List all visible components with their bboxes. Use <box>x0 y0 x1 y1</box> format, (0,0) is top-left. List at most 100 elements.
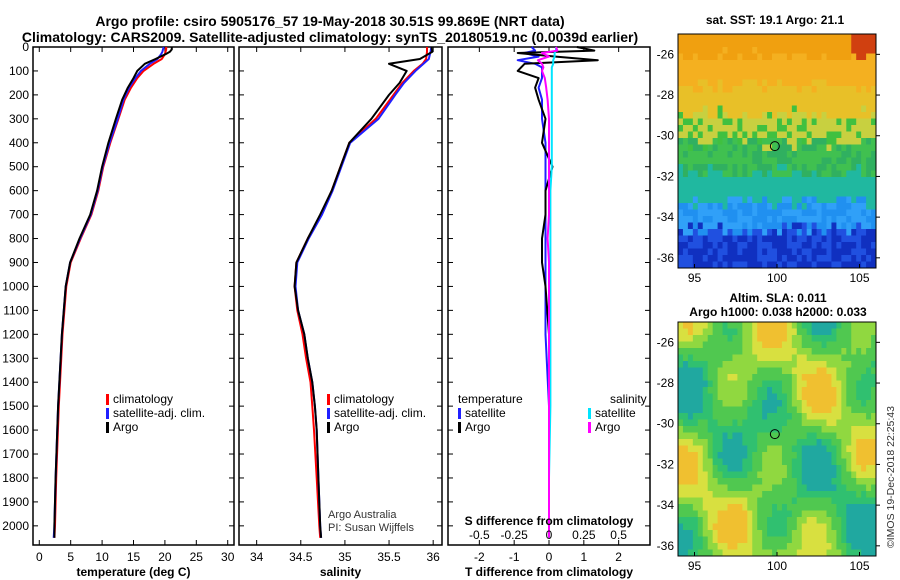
sla-map-cell <box>816 432 822 440</box>
sst-map-cell <box>757 190 763 197</box>
sla-map-cell <box>777 432 783 440</box>
sla-map-cell <box>871 517 877 524</box>
sst-map-cell <box>762 40 768 48</box>
sst-map-cell <box>846 105 852 113</box>
sla-map-cell <box>841 432 847 440</box>
sla-map-cell <box>836 400 842 407</box>
sla-map-cell <box>826 328 832 336</box>
sla-map-cell <box>732 393 738 401</box>
sla-map-cell <box>727 478 733 485</box>
sla-map-cell <box>801 452 808 459</box>
sla-map-cell <box>831 504 837 511</box>
sst-map-cell <box>871 255 877 262</box>
sla-map-cell <box>826 367 832 375</box>
sst-map-cell <box>821 255 827 262</box>
sla-map-cell <box>856 510 862 518</box>
sla-map-cell <box>866 523 872 531</box>
sst-map-cell <box>732 261 738 269</box>
sla-map-cell <box>752 380 758 388</box>
sla-map-cell <box>757 543 763 550</box>
sst-map-cell <box>722 40 728 48</box>
sla-map-cell <box>816 367 822 375</box>
sst-map-cell <box>687 203 694 210</box>
sst-map-cell <box>856 255 862 262</box>
sla-map-cell <box>678 387 684 394</box>
sla-map-cell <box>816 465 822 472</box>
sst-map-cell <box>826 255 832 262</box>
sla-map-cell <box>757 530 763 537</box>
sst-map-cell <box>737 196 743 204</box>
sst-map-cell <box>697 255 704 262</box>
temperature-xtick-label: 5 <box>67 550 74 564</box>
sst-map-cell <box>702 47 709 54</box>
sla-map-cell <box>722 341 728 349</box>
sst-map-cell <box>861 92 867 100</box>
sla-map-cell <box>678 452 684 459</box>
sla-map-cell <box>737 445 743 453</box>
sla-map-cell <box>801 322 808 329</box>
sst-map-cell <box>737 248 743 256</box>
sst-map-cell <box>841 34 847 41</box>
sst-map-cell <box>777 229 783 236</box>
sst-map-cell <box>866 144 872 152</box>
sst-map-cell <box>801 248 808 256</box>
sla-map-cell <box>757 491 763 498</box>
sla-map-cell <box>682 517 689 524</box>
sla-map-cell <box>831 432 837 440</box>
sst-map-cell <box>831 151 837 158</box>
sst-map-cell <box>871 151 877 158</box>
sst-map-cell <box>742 34 748 41</box>
sla-map-cell <box>786 543 793 550</box>
sla-map-cell <box>846 439 852 446</box>
sst-map-cell <box>841 151 847 158</box>
sst-map-cell <box>821 92 827 100</box>
sla-map-cell <box>762 491 768 498</box>
sla-map-cell <box>826 491 832 498</box>
sst-map-cell <box>816 138 822 145</box>
sst-map-cell <box>866 261 872 269</box>
sst-map-cell <box>871 118 877 126</box>
sla-map-cell <box>846 380 852 388</box>
sst-map-cell <box>767 66 773 74</box>
sst-map-cell <box>781 242 788 249</box>
sst-map-cell <box>851 261 857 269</box>
sst-map-cell <box>737 235 743 243</box>
sst-map-cell <box>747 229 753 236</box>
sst-map-cell <box>707 92 714 100</box>
sla-map-cell <box>861 419 867 427</box>
sla-map-cell <box>836 549 842 557</box>
sst-map-cell <box>727 203 733 210</box>
sst-map-cell <box>687 242 694 249</box>
sst-map-cell <box>831 53 837 61</box>
salinity-xtick-label: 34.5 <box>289 550 313 564</box>
sla-map-cell <box>777 530 783 537</box>
sla-map-cell <box>767 419 773 427</box>
sst-map-cell <box>772 125 778 132</box>
sst-map-cell <box>801 138 808 145</box>
sla-map-cell <box>841 393 847 401</box>
sla-map-cell <box>692 445 699 453</box>
sla-map-cell <box>742 549 748 557</box>
sst-map-cell <box>851 66 857 74</box>
sla-map-cell <box>722 328 728 336</box>
sst-map-cell <box>702 138 709 145</box>
sst-map-cell <box>806 164 813 171</box>
sla-map-cell <box>801 478 808 485</box>
sla-map-cell <box>836 510 842 518</box>
sla-map-cell <box>871 445 877 453</box>
sla-map-cell <box>871 413 877 420</box>
sst-map-cell <box>836 216 842 223</box>
sla-map-cell <box>816 426 822 433</box>
sst-map-cell <box>682 144 689 152</box>
sst-map-cell <box>678 177 684 184</box>
sst-map-cell <box>722 261 728 269</box>
sst-map-cell <box>742 190 748 197</box>
sst-map-cell <box>692 53 699 61</box>
sla-map-cell <box>752 439 758 446</box>
sst-map-cell <box>737 229 743 236</box>
sla-map-cell <box>717 543 723 550</box>
sst-map-cell <box>851 99 857 106</box>
depth-tick-label: 900 <box>9 255 29 269</box>
sla-map-cell <box>821 406 827 414</box>
sla-map-cell <box>742 536 748 544</box>
